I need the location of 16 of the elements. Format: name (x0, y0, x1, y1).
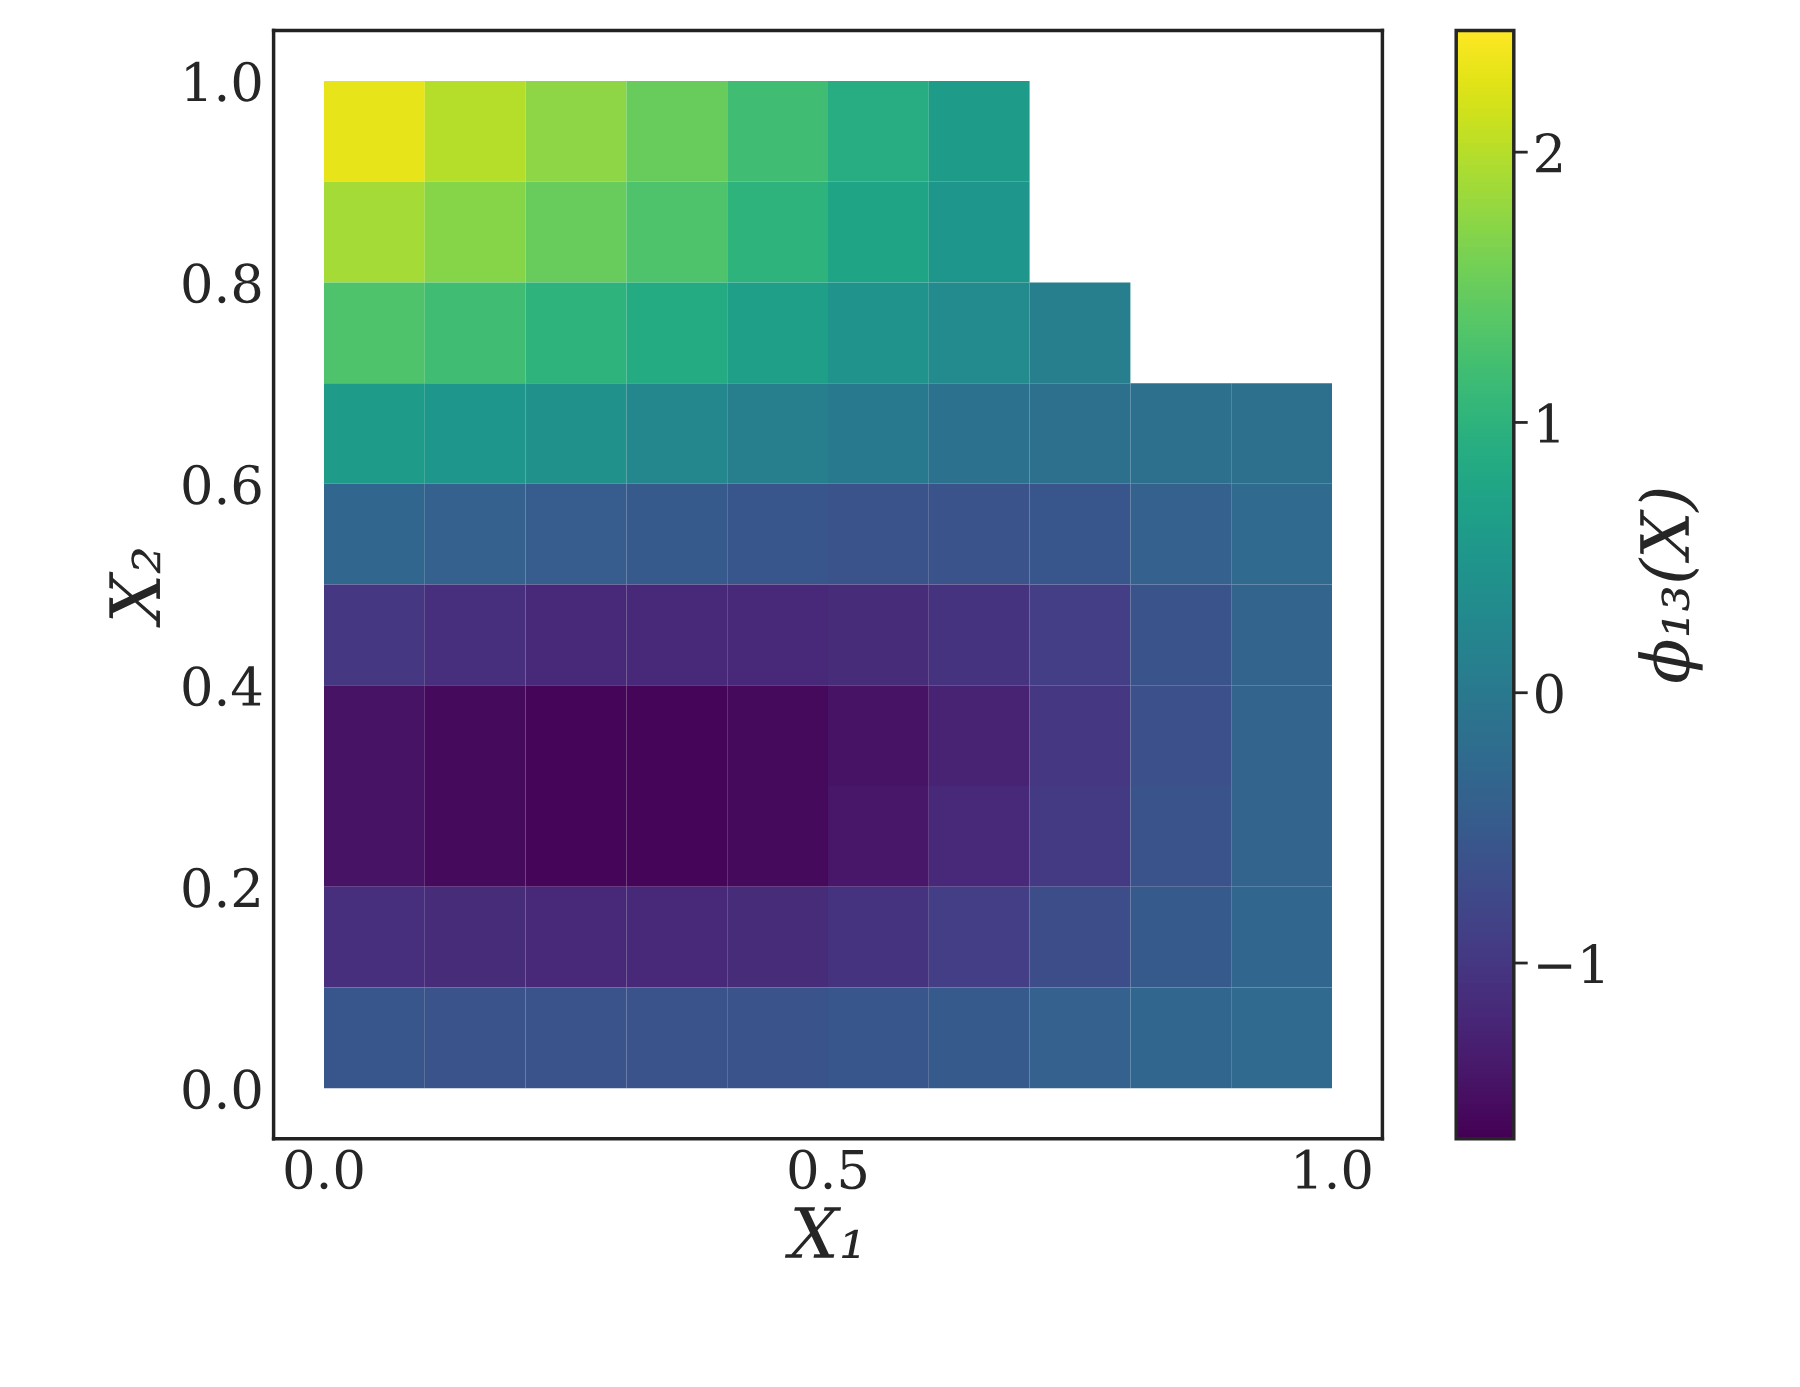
y-tick-label: 0.6 (183, 464, 261, 505)
x-axis-title: X₁ (784, 1207, 860, 1259)
y-tick-label: 0.0 (183, 1069, 261, 1110)
color-bar-label: 2 (1536, 133, 1561, 173)
y-tick-label: 0.2 (183, 867, 259, 908)
x-tick-label: 1.0 (1296, 1149, 1371, 1190)
y-tick-label: 1.0 (186, 61, 261, 102)
color-bar-label: −1 (1538, 943, 1603, 984)
y-axis-title: X₂ (109, 549, 161, 628)
x-tick-label: 0.0 (285, 1149, 363, 1190)
y-tick-label: 0.4 (183, 666, 262, 707)
color-bar-label: 1 (1538, 403, 1559, 443)
x-tick-label: 0.5 (789, 1149, 866, 1190)
color-bar-label: 0 (1536, 673, 1563, 714)
y-tick-label: 0.8 (183, 263, 261, 304)
color-bar-title: ϕ₁₃(X) (1638, 489, 1703, 683)
